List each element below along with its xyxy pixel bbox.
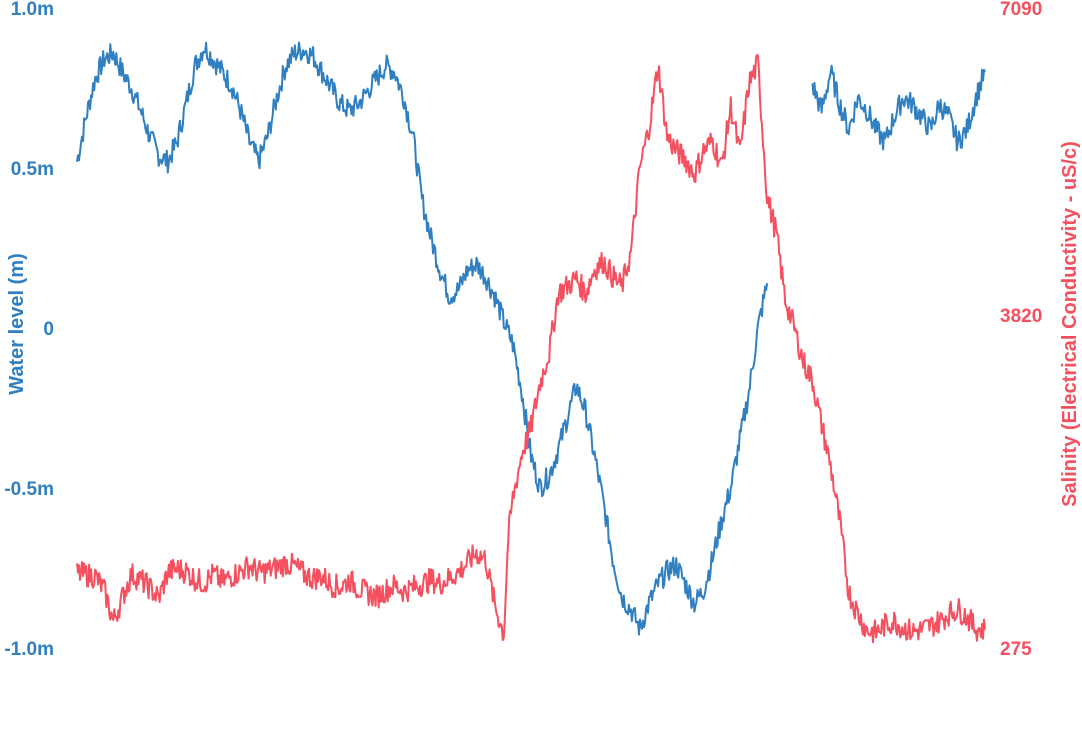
right-tick-label: 7090 (1000, 0, 1042, 20)
left-tick-label: -1.0m (4, 639, 54, 660)
left-tick-label: 1.0m (11, 0, 54, 20)
series-layer (76, 41, 986, 644)
left-tick-label: -0.5m (4, 479, 54, 500)
left-axis-ticks: 1.0m 0.5m 0 -0.5m -1.0m (4, 0, 54, 660)
gridlines (77, 7, 985, 649)
right-tick-label: 275 (1000, 639, 1032, 660)
left-tick-label: 0.5m (11, 159, 54, 180)
water-level-series-line-1 (811, 64, 986, 152)
salinity-series-line-2 (76, 54, 986, 644)
left-tick-label: 0 (43, 319, 54, 340)
right-tick-label: 3820 (1000, 306, 1042, 327)
left-axis-title: Water level (m) (6, 253, 28, 395)
water-level-series-line-0 (76, 41, 769, 636)
right-axis-title: Salinity (Electrical Conductivity - uS/c… (1059, 141, 1081, 507)
right-axis-ticks: 7090 3820 275 (1000, 0, 1042, 660)
